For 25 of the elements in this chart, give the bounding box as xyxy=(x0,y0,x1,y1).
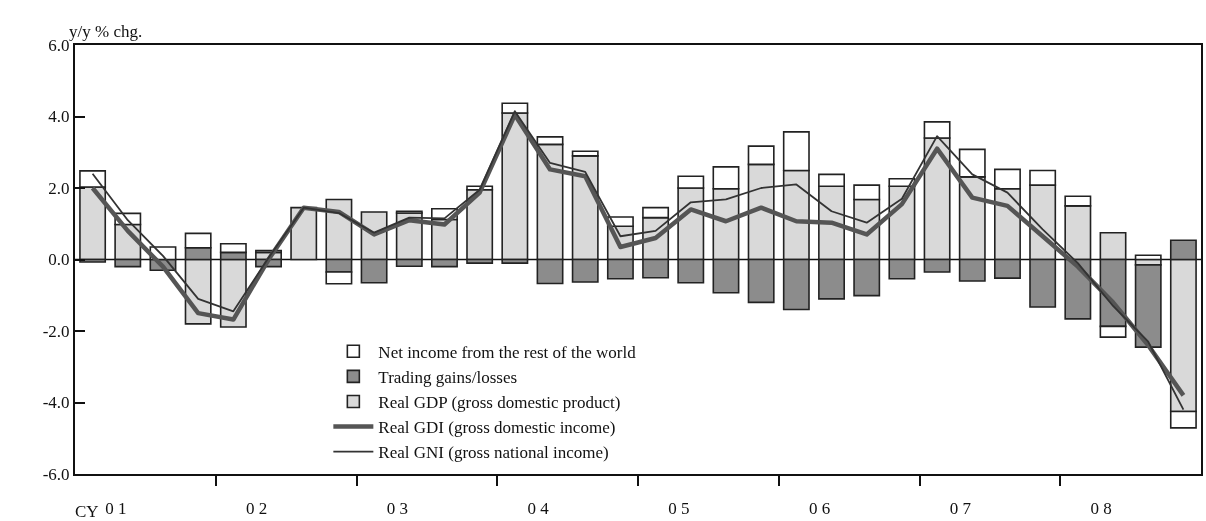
y-tick-label: 0.0 xyxy=(48,250,70,270)
y-tick-label: 2.0 xyxy=(48,178,70,198)
legend-label: Trading gains/losses xyxy=(378,367,518,387)
legend-label: Real GDI (gross domestic income) xyxy=(378,418,616,438)
x-tick-label: 0 3 xyxy=(386,499,408,519)
legend-label: Real GDP (gross domestic product) xyxy=(378,393,621,413)
y-tick-label: -6.0 xyxy=(42,464,70,484)
x-tick-label: 0 8 xyxy=(1090,499,1112,519)
legend-label: Net income from the rest of the world xyxy=(378,342,637,362)
y-tick-label: 4.0 xyxy=(48,107,70,127)
x-tick-label: 0 7 xyxy=(949,499,972,519)
x-tick-label: 0 4 xyxy=(527,499,550,519)
bar xyxy=(1134,264,1162,348)
x-tick-label: 0 6 xyxy=(808,499,831,519)
bar xyxy=(466,188,494,261)
y-tick-label: 6.0 xyxy=(48,35,70,55)
x-tick-label: 0 1 xyxy=(105,499,127,519)
x-tick-label: 0 2 xyxy=(245,499,268,519)
y-axis-title: y/y % chg. xyxy=(69,22,143,41)
y-tick-label: -2.0 xyxy=(42,321,70,341)
bar xyxy=(1134,254,1162,261)
legend-label: Real GNI (gross national income) xyxy=(378,443,609,463)
x-tick-label: 0 5 xyxy=(668,499,690,519)
y-tick-label: -4.0 xyxy=(42,393,70,413)
x-axis-title: CY xyxy=(75,502,99,521)
